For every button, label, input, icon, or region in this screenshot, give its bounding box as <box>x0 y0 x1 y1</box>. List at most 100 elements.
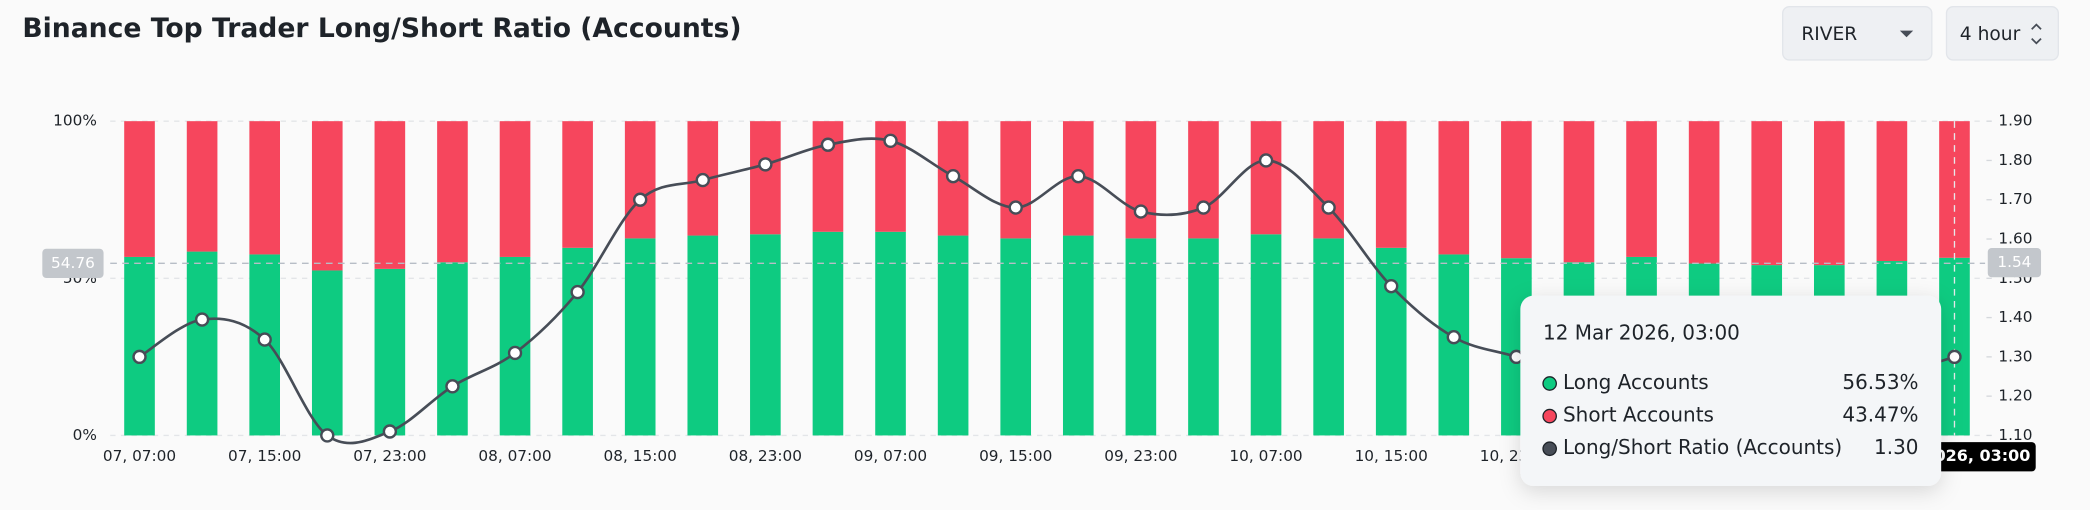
bar <box>1250 234 1282 436</box>
legend-label: Long/Short Ratio (Accounts) <box>1563 435 1842 459</box>
y2-tick-label: 1.70 <box>1998 190 2032 208</box>
chevrons <box>2031 23 2042 45</box>
bar <box>937 235 969 436</box>
ratio-point <box>883 133 898 149</box>
bar <box>1813 121 1845 266</box>
y2-tick-label: 1.20 <box>1998 387 2032 405</box>
legend-label: Short Accounts <box>1563 403 1714 427</box>
bar <box>875 231 906 436</box>
y2-tick-label: 1.90 <box>1998 112 2032 130</box>
bar <box>311 270 343 436</box>
caret <box>1899 30 1914 38</box>
x-tick-label: 09, 07:00 <box>854 447 927 465</box>
bar <box>562 121 593 248</box>
select-text[interactable]: RIVER <box>1801 24 1857 45</box>
tooltip-value: 1.30 <box>1874 435 1918 459</box>
bar <box>1375 121 1407 248</box>
ratio-point <box>695 172 710 188</box>
y2-tick-label: 1.30 <box>1998 347 2032 365</box>
legend-label: Long Accounts <box>1563 370 1709 394</box>
bar <box>186 251 218 436</box>
bar <box>812 231 844 436</box>
ratio-point <box>507 345 523 361</box>
tooltip-title: 12 Mar 2026, 03:00 <box>1543 321 1740 345</box>
bar <box>1438 254 1470 436</box>
x-tick-label: 10, 07:00 <box>1229 447 1302 465</box>
bar <box>499 121 531 257</box>
legend-dot <box>1542 376 1557 391</box>
tooltip-value: 56.53% <box>1842 370 1918 394</box>
bar <box>1188 121 1219 239</box>
select-box[interactable] <box>1782 5 1933 61</box>
ratio-point <box>820 137 836 152</box>
bar <box>1062 235 1094 436</box>
x-tick-label: 09, 15:00 <box>979 447 1052 465</box>
bar <box>1313 238 1344 436</box>
bar <box>374 268 406 436</box>
bar <box>1501 121 1532 259</box>
y2-tick-label: 1.60 <box>1998 230 2032 248</box>
bar <box>1125 238 1157 436</box>
bar <box>1125 121 1157 239</box>
crosshair-y-box <box>42 248 104 278</box>
bar <box>1250 121 1282 235</box>
bar <box>1438 121 1470 255</box>
crosshair-y2-box <box>1987 247 2042 278</box>
ratio-point <box>1071 168 1086 184</box>
ratio-point <box>1196 200 1211 215</box>
bar <box>1751 121 1783 266</box>
ratio-point <box>1384 278 1399 294</box>
chart-title: Binance Top Trader Long/Short Ratio (Acc… <box>22 13 741 44</box>
ratio-point <box>758 157 773 172</box>
bar <box>1188 238 1219 436</box>
ratio-point <box>570 284 585 300</box>
ratio-point <box>132 349 147 365</box>
tooltip-box <box>1520 295 1942 487</box>
legend-dot <box>1542 441 1557 457</box>
x-tick-label: 07, 07:00 <box>103 447 176 465</box>
ratio-point <box>194 312 210 327</box>
y2-tick-label: 1.40 <box>1998 308 2032 326</box>
bar <box>124 121 155 257</box>
bar <box>1939 121 1970 258</box>
bar <box>311 121 343 271</box>
bar <box>1626 121 1657 257</box>
bar <box>1375 247 1407 436</box>
x-tick-label: 07, 15:00 <box>228 447 301 465</box>
y-tick-label: 0% <box>73 426 97 444</box>
bar <box>1939 257 1970 436</box>
tooltip-value: 43.47% <box>1842 403 1918 427</box>
bar <box>186 121 218 252</box>
interval-select[interactable]: 4 hour <box>1945 5 2060 61</box>
x-tick-label: 08, 07:00 <box>478 447 551 465</box>
select-text[interactable]: 4 hour <box>1960 24 2021 45</box>
x-tick-label: 09, 23:00 <box>1104 447 1177 465</box>
bar <box>249 121 280 255</box>
ratio-point <box>1008 200 1023 215</box>
ratio-point <box>1133 204 1149 219</box>
ratio-point <box>445 379 460 394</box>
bar <box>750 121 781 235</box>
bar <box>1876 121 1908 262</box>
ratio-point <box>945 168 961 184</box>
y2-tick-label: 1.10 <box>1998 426 2032 444</box>
bar <box>437 121 468 263</box>
bar <box>124 256 155 436</box>
ratio-point <box>257 332 272 347</box>
ratio-point <box>382 424 398 439</box>
y-tick-label: 100% <box>53 112 97 130</box>
bar <box>437 262 468 436</box>
ratio-point <box>1321 200 1336 215</box>
bar <box>1563 121 1595 263</box>
ratio-point <box>1947 349 1962 365</box>
crosshair-y-label: 54.76 <box>51 254 95 272</box>
x-tick-label: 08, 23:00 <box>729 447 802 465</box>
bar <box>1000 238 1032 436</box>
select-box[interactable] <box>1945 5 2060 61</box>
bar <box>750 234 781 436</box>
bar <box>624 238 656 436</box>
x-tick-label: 07, 23:00 <box>353 447 426 465</box>
symbol-select[interactable]: RIVER <box>1782 5 1933 61</box>
